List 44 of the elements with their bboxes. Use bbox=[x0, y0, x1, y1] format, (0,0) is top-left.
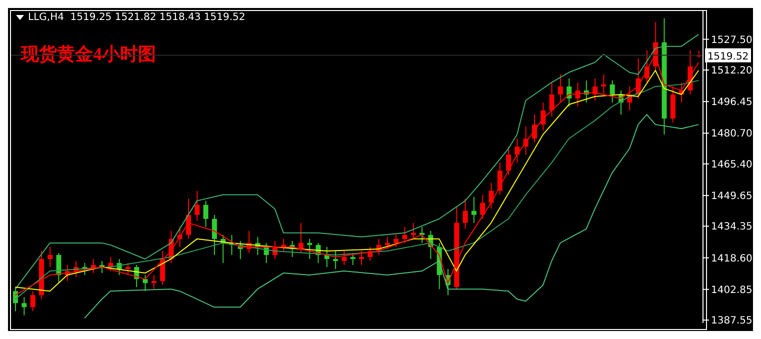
candlestick bbox=[420, 226, 425, 244]
y-tick-label: 1527.50 bbox=[711, 34, 752, 46]
y-tick-label: 1418.60 bbox=[711, 253, 752, 264]
candlestick bbox=[359, 250, 364, 266]
candlestick bbox=[566, 78, 572, 108]
candlestick bbox=[384, 236, 390, 250]
candlestick bbox=[601, 74, 606, 95]
candlestick bbox=[48, 246, 53, 268]
candlestick bbox=[212, 214, 217, 256]
y-tick-label: 1512.20 bbox=[711, 66, 752, 77]
y-tick-label: 1449.65 bbox=[711, 191, 752, 202]
candlestick bbox=[462, 198, 468, 230]
candlestick bbox=[125, 262, 130, 276]
line-series bbox=[84, 114, 700, 319]
candlestick bbox=[30, 290, 36, 312]
y-tick-label: 1496.45 bbox=[711, 97, 752, 108]
candlestick bbox=[610, 80, 615, 103]
candlestick bbox=[194, 190, 200, 222]
candlestick bbox=[549, 82, 554, 118]
candlestick bbox=[402, 226, 408, 244]
candlestick bbox=[394, 234, 399, 248]
y-tick-label: 1387.55 bbox=[711, 316, 752, 327]
candlestick bbox=[506, 146, 512, 176]
candlestick bbox=[56, 252, 62, 284]
candlestick bbox=[558, 74, 563, 103]
candlestick bbox=[497, 162, 502, 196]
candlestick bbox=[333, 250, 338, 270]
candlestick bbox=[22, 296, 27, 316]
y-tick-label: 1402.85 bbox=[711, 284, 752, 296]
ref-line-label: 1519.52 bbox=[707, 51, 749, 62]
candlestick bbox=[471, 196, 476, 224]
y-tick-label: 1480.70 bbox=[711, 128, 752, 140]
candlestick bbox=[307, 238, 312, 260]
y-tick-label: 1465.40 bbox=[711, 159, 752, 170]
y-tick-label: 1434.35 bbox=[711, 222, 752, 233]
candlestick bbox=[480, 194, 486, 220]
candlestick bbox=[350, 252, 356, 266]
candlestick bbox=[151, 274, 156, 290]
candlestick bbox=[410, 222, 416, 240]
candlestick bbox=[142, 274, 148, 292]
chart-subtitle: LLG,H4 1519.25 1521.82 1518.43 1519.52 bbox=[28, 12, 246, 23]
candlestick bbox=[342, 250, 347, 266]
candlestick bbox=[160, 250, 166, 286]
candlestick bbox=[203, 200, 208, 228]
